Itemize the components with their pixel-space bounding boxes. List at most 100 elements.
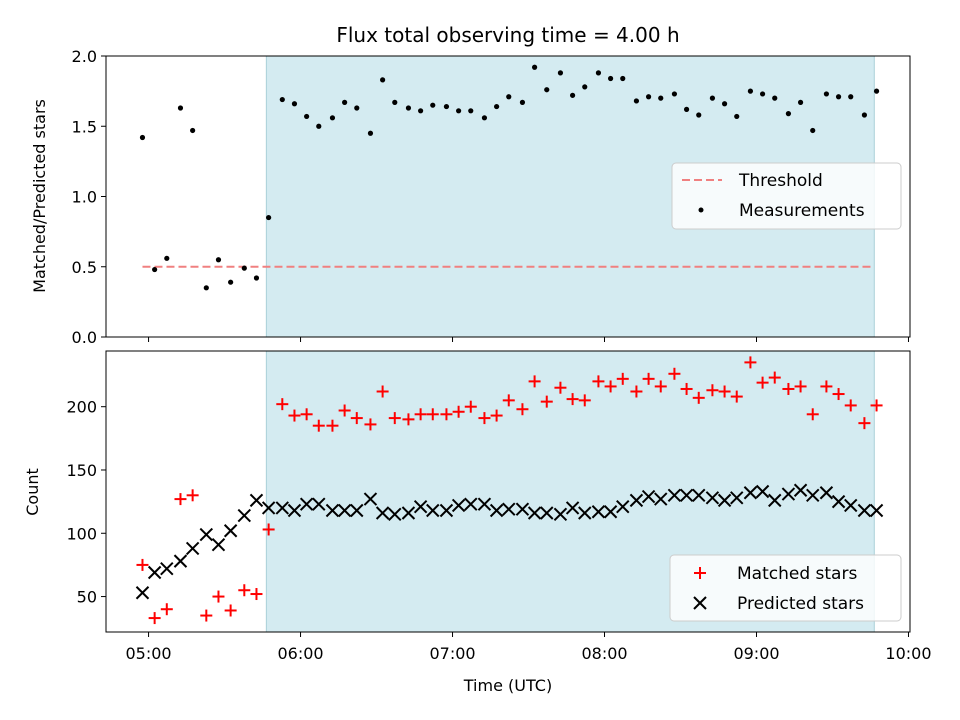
predicted-stars-point-b (477, 497, 492, 511)
measurements-point (342, 99, 348, 105)
matched-stars-point (744, 356, 757, 369)
matched-stars-point (794, 380, 807, 393)
measurements-point (709, 95, 716, 101)
predicted-stars-point (641, 489, 656, 504)
measurements-point (443, 103, 450, 110)
predicted-stars-point-b (489, 503, 504, 518)
matched-stars-point (388, 412, 401, 425)
predicted-stars-point-b (844, 498, 858, 513)
matched-stars-point (566, 393, 579, 406)
bottom-x-tick-label: 07:00 (429, 644, 475, 663)
measurements-point (772, 95, 778, 101)
predicted-stars-point-b (287, 503, 302, 518)
predicted-stars-point (869, 503, 884, 518)
measurements-point (519, 99, 526, 105)
predicted-stars-point-b (401, 506, 416, 520)
measurements-point (633, 98, 640, 104)
matched-stars-point (426, 408, 439, 421)
predicted-stars-point-b (591, 505, 606, 519)
predicted-stars-point-b (211, 537, 226, 552)
predicted-stars-point (591, 505, 606, 519)
predicted-stars-point (527, 506, 542, 520)
measurements-point (316, 123, 322, 129)
matched-stars-point (414, 408, 427, 421)
matched-stars-point (540, 395, 553, 408)
predicted-stars-point-b (527, 506, 542, 520)
predicted-stars-point (350, 503, 364, 518)
measurements-point (291, 101, 298, 107)
bottom-x-tick-label: 08:00 (581, 644, 627, 663)
matched-stars-point (554, 381, 567, 394)
predicted-stars-point (439, 503, 454, 518)
measurements-point (835, 94, 842, 100)
bottom-y-axis-label: Count (23, 468, 42, 516)
measurements-point (241, 265, 247, 271)
predicted-stars-point (464, 497, 478, 511)
predicted-stars-point (325, 503, 340, 518)
predicted-stars-point-b (185, 541, 200, 556)
predicted-stars-point-b (705, 491, 720, 505)
measurements-point (582, 84, 588, 90)
predicted-stars-point-b (261, 501, 276, 515)
measurements-point (645, 94, 652, 100)
predicted-stars-point (375, 506, 390, 520)
predicted-stars-point (705, 491, 720, 505)
predicted-stars-point (667, 488, 682, 503)
legend-threshold-label: Threshold (738, 171, 823, 191)
measurements-point (607, 75, 614, 82)
bottom-x-tick-label: 10:00 (885, 644, 931, 663)
matched-stars-point (516, 403, 529, 416)
predicted-stars-point-b (717, 493, 732, 508)
predicted-stars-point-b (160, 562, 174, 576)
matched-stars-point (224, 604, 237, 617)
measurements-point (506, 94, 512, 100)
predicted-stars-point-b (275, 501, 290, 515)
measurements-point (810, 127, 816, 134)
predicted-stars-point (578, 506, 592, 520)
predicted-stars-point (629, 493, 644, 508)
predicted-stars-point (426, 503, 440, 518)
predicted-stars-point (312, 497, 326, 511)
predicted-stars-point-b (350, 503, 364, 518)
measurements-point (354, 105, 360, 111)
predicted-stars-point (730, 491, 744, 505)
matched-stars-point (604, 380, 617, 393)
predicted-stars-point-b (237, 508, 252, 523)
measurements-point (329, 115, 336, 121)
predicted-stars-point (135, 586, 150, 600)
measurements-point (823, 91, 830, 97)
predicted-stars-point (287, 503, 302, 518)
predicted-stars-point-b (199, 527, 214, 542)
measurements-point (595, 70, 602, 76)
predicted-stars-point (249, 493, 264, 508)
measurements-point (380, 77, 386, 83)
matched-stars-point (148, 612, 161, 625)
matched-stars-point (288, 409, 301, 422)
measurements-point (418, 108, 424, 114)
predicted-stars-point-b (869, 503, 884, 518)
predicted-stars-point (413, 499, 428, 514)
predicted-stars-point (553, 507, 568, 521)
measurements-point (481, 115, 488, 121)
predicted-stars-point-b (616, 499, 630, 514)
matched-stars-point (326, 419, 339, 432)
matched-stars-point (668, 367, 681, 380)
top-y-axis-label: Matched/Predicted stars (30, 99, 49, 293)
measurements-point (696, 112, 702, 118)
predicted-stars-point (223, 524, 238, 538)
top-y-tick-label: 1.5 (72, 117, 97, 136)
predicted-stars-point (692, 488, 706, 503)
bottom-legend-box (669, 554, 902, 622)
predicted-stars-point (477, 497, 492, 511)
matched-stars-point (262, 523, 275, 536)
matched-stars-point (528, 375, 541, 388)
measurements-point (671, 91, 678, 97)
matched-stars-point (350, 412, 363, 425)
measurements-point (734, 113, 740, 120)
matched-stars-point (858, 417, 871, 430)
matched-stars-point (806, 408, 819, 421)
measurements-point (747, 88, 754, 94)
predicted-stars-point-b (375, 506, 390, 520)
matched-stars-point (870, 399, 883, 412)
predicted-stars-point-b (730, 491, 744, 505)
